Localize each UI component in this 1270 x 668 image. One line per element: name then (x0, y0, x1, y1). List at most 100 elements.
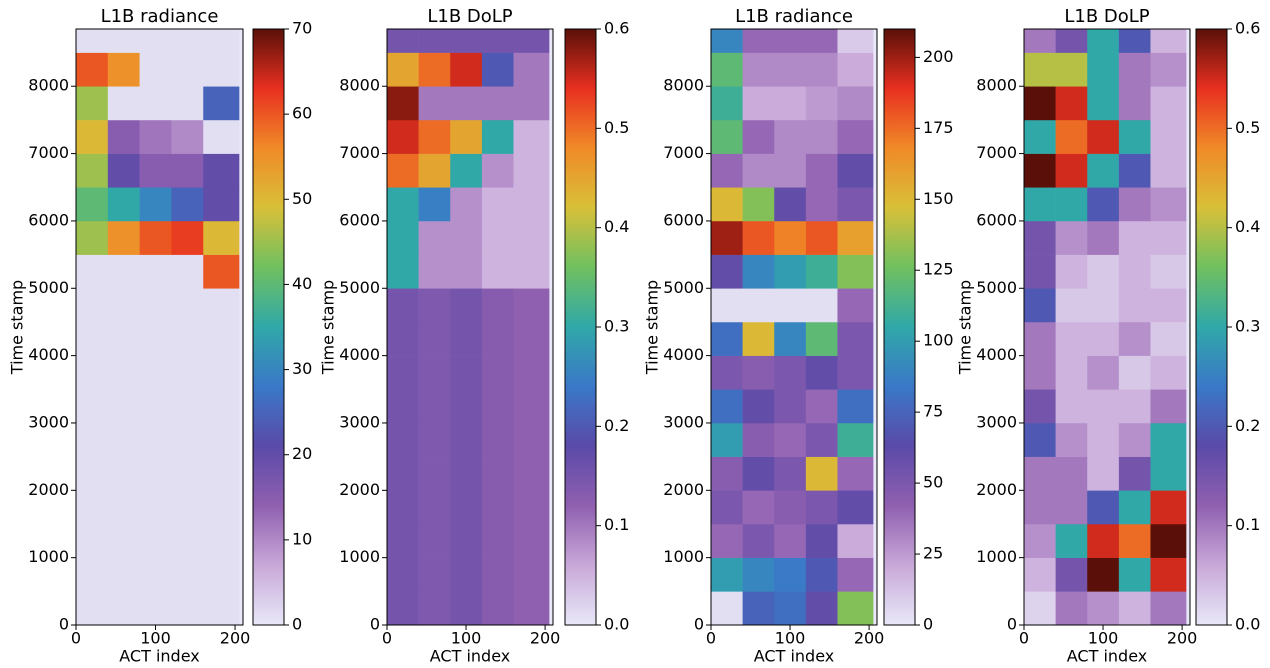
heatmap-cell (107, 86, 140, 121)
chart-title: L1B DoLP (427, 6, 512, 27)
colorbar-tick-label: 25 (923, 544, 943, 563)
heatmap-cell (1055, 187, 1088, 222)
colorbar-tick-label: 0 (292, 615, 302, 634)
heatmap-cell (171, 119, 204, 154)
heatmap-cell (139, 119, 172, 154)
heatmap-cell (1118, 29, 1151, 53)
heatmap-cell (837, 86, 874, 121)
heatmap-cell (481, 557, 514, 592)
x-tick-label: 200 (1167, 629, 1198, 648)
heatmap-cell (1150, 490, 1187, 525)
y-tick-label: 5000 (976, 278, 1017, 297)
colorbar-tick-label: 0.2 (1235, 416, 1260, 435)
heatmap-cell (513, 557, 550, 592)
heatmap-cell (711, 153, 743, 188)
heatmap-cell (418, 523, 451, 558)
heatmap-cell (1055, 523, 1088, 558)
y-tick-label: 8000 (976, 76, 1017, 95)
plot-frame (1023, 28, 1191, 626)
heatmap-cell (450, 355, 483, 390)
heatmap-cell (1118, 119, 1151, 154)
heatmap-cell (76, 321, 109, 356)
heatmap-cell (171, 523, 204, 558)
plot-frame (386, 28, 554, 626)
heatmap-cell (711, 321, 743, 356)
y-tick-label: 4000 (339, 345, 380, 364)
heatmap-cell (203, 254, 240, 289)
heatmap-cell (139, 456, 172, 491)
heatmap-cell (805, 86, 838, 121)
heatmap-cell (1118, 321, 1151, 356)
heatmap-cell (1118, 254, 1151, 289)
heatmap-cell (513, 490, 550, 525)
heatmap-cell (450, 254, 483, 289)
heatmap-cell (711, 119, 743, 154)
heatmap-cell (711, 591, 743, 626)
heatmap-cell (1055, 220, 1088, 255)
heatmap-cell (203, 321, 240, 356)
heatmap-cell (742, 321, 775, 356)
heatmap-cell (837, 288, 874, 323)
colorbar-tick-label: 200 (923, 47, 954, 66)
heatmap-cell (513, 389, 550, 424)
y-tick-label: 5000 (339, 278, 380, 297)
heatmap-cell (1024, 321, 1056, 356)
heatmap-cell (450, 29, 483, 53)
heatmap-cell (387, 153, 419, 188)
heatmap-cell (481, 52, 514, 87)
heatmap-cell (203, 220, 240, 255)
x-tick-label: 200 (530, 629, 561, 648)
colorbar-tick-label: 75 (923, 402, 943, 421)
y-tick-label: 8000 (28, 76, 69, 95)
heatmap-cell (1087, 119, 1120, 154)
colorbar-tick-label: 0.1 (604, 515, 629, 534)
heatmap-cell (171, 288, 204, 323)
heatmap-cell (171, 220, 204, 255)
heatmap-cell (837, 355, 874, 390)
x-tick-label: 0 (382, 629, 392, 648)
heatmap-cell (513, 422, 550, 457)
y-tick-label: 1000 (976, 547, 1017, 566)
heatmap-cell (837, 29, 874, 53)
heatmap-cell (76, 288, 109, 323)
heatmap-cell (203, 422, 240, 457)
heatmap-cell (450, 52, 483, 87)
y-tick-label: 3000 (663, 412, 704, 431)
heatmap-cell (1087, 220, 1120, 255)
heatmap-cell (139, 422, 172, 457)
heatmap-cell (418, 321, 451, 356)
heatmap-cell (387, 119, 419, 154)
heatmap-cell (1118, 153, 1151, 188)
heatmap-cell (805, 591, 838, 626)
y-tick-label: 0 (370, 615, 380, 634)
heatmap-cell (450, 523, 483, 558)
heatmap-cell (418, 220, 451, 255)
heatmap-cell (774, 254, 807, 289)
heatmap-cell (1024, 52, 1056, 87)
y-tick-label: 6000 (663, 210, 704, 229)
x-axis-label: ACT index (119, 647, 199, 666)
heatmap-cell (76, 591, 109, 626)
heatmap-cell (418, 187, 451, 222)
heatmap-cell (837, 187, 874, 222)
heatmap-cell (107, 288, 140, 323)
heatmap-cell (742, 456, 775, 491)
heatmap-cell (711, 187, 743, 222)
colorbar-tick-label: 0.3 (604, 317, 629, 336)
heatmap-cell (1024, 591, 1056, 626)
heatmap-cell (1055, 52, 1088, 87)
heatmap-cell (418, 422, 451, 457)
heatmap-cell (1118, 490, 1151, 525)
heatmap-cell (203, 153, 240, 188)
heatmap-cell (203, 490, 240, 525)
heatmap-cell (139, 591, 172, 626)
heatmap-cell (513, 29, 550, 53)
heatmap-cell (1024, 187, 1056, 222)
heatmap-cell (387, 557, 419, 592)
heatmap-cell (387, 220, 419, 255)
heatmap-cell (1150, 153, 1187, 188)
heatmap-cell (139, 389, 172, 424)
heatmap-cell (76, 456, 109, 491)
heatmap-cell (450, 86, 483, 121)
heatmap-cell (1118, 456, 1151, 491)
